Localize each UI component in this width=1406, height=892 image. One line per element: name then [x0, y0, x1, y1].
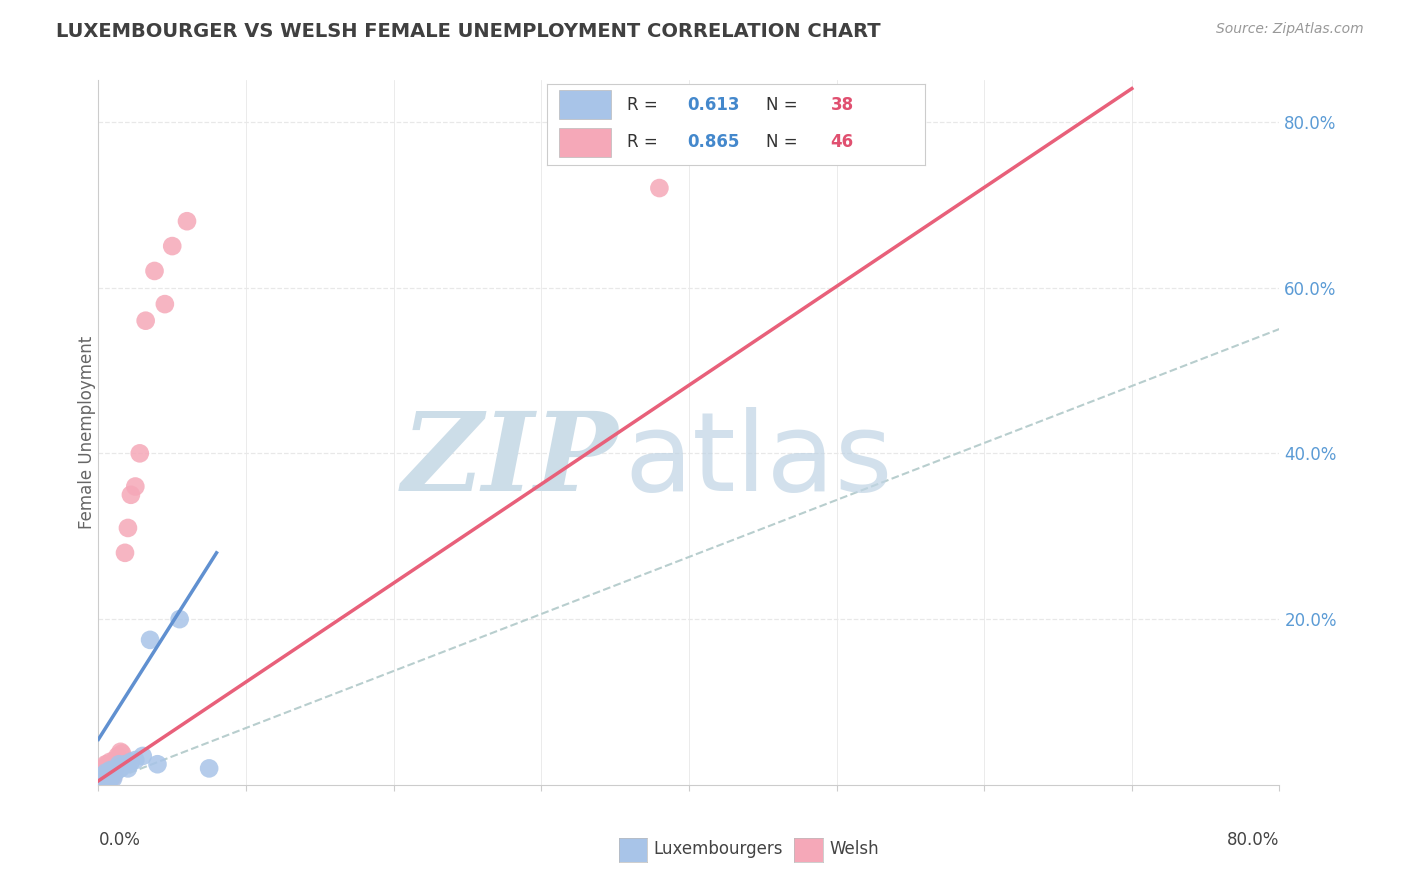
Point: [93, 773, 115, 788]
Point: [114, 757, 136, 772]
Point: [98, 770, 121, 784]
Point: [100, 757, 122, 772]
Point: [143, 264, 166, 278]
Text: ZIP: ZIP: [402, 407, 619, 515]
Point: [91, 774, 114, 789]
Point: [124, 479, 146, 493]
Text: Source: ZipAtlas.com: Source: ZipAtlas.com: [1216, 22, 1364, 37]
Point: [100, 765, 122, 780]
Point: [96, 757, 118, 772]
Point: [93, 772, 115, 787]
Point: [103, 770, 125, 784]
Point: [111, 747, 134, 761]
Text: 80.0%: 80.0%: [1227, 830, 1279, 849]
Point: [198, 761, 221, 775]
Text: Luxembourgers: Luxembourgers: [654, 840, 783, 858]
Point: [91, 772, 114, 787]
Point: [90, 772, 112, 786]
Point: [93, 768, 115, 782]
Point: [98, 763, 121, 777]
Point: [153, 297, 176, 311]
Point: [128, 446, 150, 460]
Point: [90, 775, 112, 789]
Point: [93, 761, 115, 775]
Point: [94, 761, 117, 775]
Point: [108, 757, 131, 772]
Point: [162, 239, 183, 253]
Point: [114, 546, 136, 560]
Point: [93, 768, 115, 782]
Point: [107, 763, 129, 777]
Point: [103, 763, 125, 777]
Point: [91, 770, 114, 784]
Point: [97, 773, 120, 788]
Point: [139, 632, 162, 647]
Point: [97, 760, 120, 774]
Point: [96, 763, 118, 777]
Point: [94, 772, 117, 786]
Point: [104, 765, 127, 780]
Point: [98, 761, 121, 775]
Point: [104, 753, 127, 767]
Point: [96, 768, 118, 782]
Point: [120, 488, 142, 502]
Point: [900, 123, 922, 137]
Point: [146, 757, 169, 772]
Point: [96, 772, 118, 786]
Point: [98, 755, 121, 769]
Point: [90, 772, 112, 786]
Point: [105, 761, 128, 775]
Point: [90, 765, 112, 780]
Point: [93, 772, 115, 786]
Point: [100, 770, 122, 784]
Point: [97, 765, 120, 780]
Point: [103, 760, 125, 774]
Point: [648, 181, 671, 195]
Point: [110, 761, 132, 775]
Point: [117, 521, 139, 535]
Point: [94, 772, 117, 787]
Point: [97, 765, 120, 780]
Text: LUXEMBOURGER VS WELSH FEMALE UNEMPLOYMENT CORRELATION CHART: LUXEMBOURGER VS WELSH FEMALE UNEMPLOYMEN…: [56, 22, 882, 41]
Point: [111, 760, 134, 774]
Point: [94, 770, 117, 784]
Point: [117, 761, 139, 775]
Text: 0.0%: 0.0%: [98, 830, 141, 849]
Point: [104, 763, 127, 777]
Point: [91, 770, 114, 784]
Point: [94, 765, 117, 780]
Text: atlas: atlas: [624, 408, 893, 515]
Point: [94, 757, 117, 772]
Y-axis label: Female Unemployment: Female Unemployment: [79, 336, 96, 529]
Point: [100, 764, 122, 779]
Point: [120, 755, 142, 769]
Point: [108, 751, 131, 765]
Point: [124, 753, 146, 767]
Point: [176, 214, 198, 228]
Point: [103, 772, 125, 786]
Point: [91, 773, 114, 788]
Point: [89, 773, 111, 788]
Text: Welsh: Welsh: [830, 840, 879, 858]
Point: [107, 748, 129, 763]
Point: [91, 763, 114, 777]
Point: [135, 314, 157, 328]
Point: [105, 757, 128, 772]
Point: [169, 612, 191, 626]
Point: [96, 770, 118, 784]
Point: [94, 766, 117, 780]
Point: [97, 770, 120, 784]
Point: [98, 772, 121, 786]
Point: [110, 745, 132, 759]
Point: [89, 768, 111, 782]
Point: [97, 772, 120, 786]
Point: [132, 748, 155, 763]
Point: [89, 773, 111, 788]
